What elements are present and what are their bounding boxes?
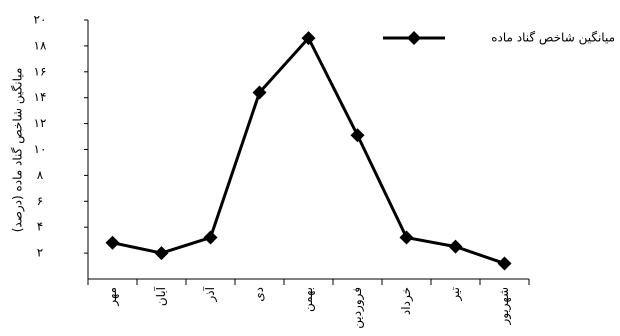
data-point xyxy=(105,235,120,250)
data-point xyxy=(497,256,512,271)
y-tick-label: ۱۴ xyxy=(34,90,47,104)
data-point xyxy=(203,230,218,245)
y-axis-label: میانگین شاخص گناد ماده (درصد) xyxy=(11,68,26,233)
data-point xyxy=(350,128,365,143)
legend-label: میانگین شاخص گناد ماده xyxy=(491,31,615,46)
x-tick-label: تیر xyxy=(448,287,463,302)
x-tick-label: آبان xyxy=(153,286,168,306)
data-point xyxy=(448,239,463,254)
x-tick-label: بهمن xyxy=(301,287,316,312)
y-tick-label: ۸ xyxy=(37,168,44,182)
y-tick-label: ۱۲ xyxy=(34,116,47,130)
data-point xyxy=(154,246,169,261)
series-line xyxy=(112,35,505,265)
y-tick-label: ۲ xyxy=(37,246,43,260)
y-tick-label: ۱۶ xyxy=(34,64,47,78)
y-tick-label: ۱۰ xyxy=(34,142,47,156)
y-tick-label: ۲۰ xyxy=(34,13,47,27)
x-tick-label: خرداد xyxy=(399,287,414,315)
y-tick-label: ۶ xyxy=(37,194,43,208)
data-point xyxy=(301,31,316,46)
x-tick-label: مهر xyxy=(105,287,120,307)
legend-marker xyxy=(407,31,421,45)
data-point xyxy=(252,85,267,100)
x-tick-label: شهریور xyxy=(497,287,512,326)
x-tick-label: دی xyxy=(252,287,266,302)
x-tick-label: آذر xyxy=(202,286,218,302)
data-point xyxy=(399,230,414,245)
y-tick-label: ۱۸ xyxy=(34,38,47,52)
x-tick-label: فروردین xyxy=(350,287,365,329)
y-tick-label: ۴ xyxy=(37,220,43,234)
